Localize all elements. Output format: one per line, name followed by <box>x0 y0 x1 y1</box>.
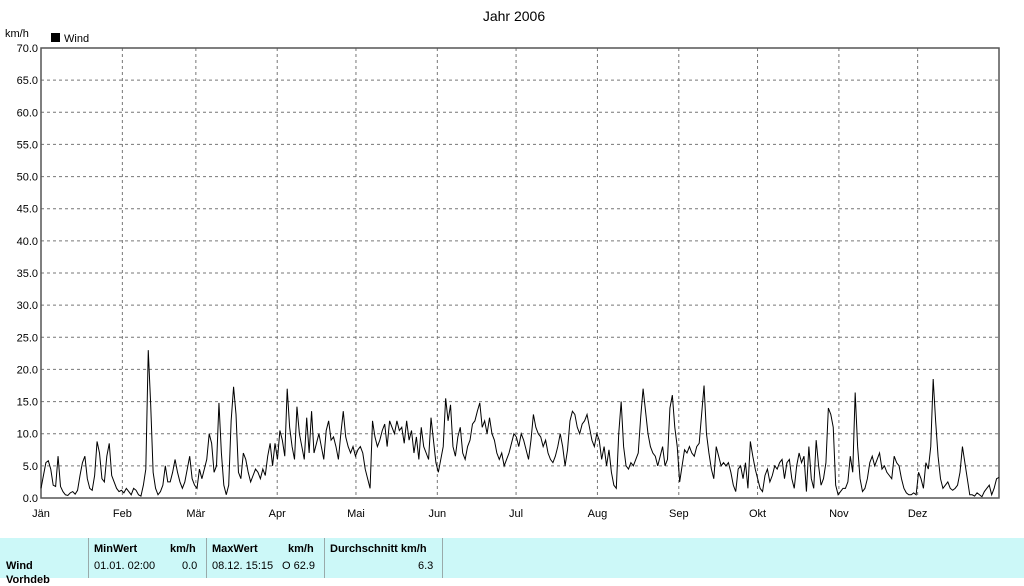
x-tick-label: Mär <box>186 508 205 520</box>
min-header: MinWert <box>94 543 138 555</box>
min-datetime: 01.01. 02:00 <box>94 560 156 572</box>
x-tick-label: Aug <box>588 508 608 520</box>
x-tick-label: Jän <box>32 508 50 520</box>
y-tick-label: 40.0 <box>17 236 38 248</box>
y-tick-label: 70.0 <box>17 43 38 55</box>
legend-label: Wind <box>64 33 89 45</box>
stats-divider <box>88 538 89 578</box>
legend-swatch <box>51 33 60 42</box>
avg-value: 6.3 <box>418 560 434 572</box>
y-tick-label: 20.0 <box>17 364 38 376</box>
stats-divider <box>442 538 443 578</box>
stats-panel: Wind Vorhdeb MinWert km/h 01.01. 02:00 0… <box>0 538 1024 586</box>
x-tick-label: Jul <box>509 508 523 520</box>
stats-row-label-2: Vorhdeb <box>6 574 50 586</box>
y-tick-label: 35.0 <box>17 268 38 280</box>
stats-divider <box>324 538 325 578</box>
y-tick-label: 0.0 <box>23 493 38 505</box>
y-tick-label: 55.0 <box>17 139 38 151</box>
y-tick-label: 50.0 <box>17 172 38 184</box>
max-value: O 62.9 <box>282 560 316 572</box>
min-unit: km/h <box>170 543 196 555</box>
y-tick-label: 60.0 <box>17 107 38 119</box>
wind-chart: Jahr 2006 km/h Wind 0.0 5.0 10.0 15.0 20.0 25… <box>5 8 1000 520</box>
x-tick-label: Nov <box>829 508 849 520</box>
avg-header: Durchschnitt km/h <box>330 543 427 555</box>
y-axis-label: km/h <box>5 28 29 40</box>
x-tick-label: Okt <box>749 508 766 520</box>
stats-divider <box>206 538 207 578</box>
y-tick-label: 30.0 <box>17 300 38 312</box>
x-tick-label: Dez <box>908 508 928 520</box>
min-value: 0.0 <box>182 560 198 572</box>
chart-title: Jahr 2006 <box>483 8 545 24</box>
x-tick-label: Sep <box>669 508 689 520</box>
y-tick-label: 10.0 <box>17 429 38 441</box>
x-tick-label: Feb <box>113 508 132 520</box>
y-tick-label: 15.0 <box>17 397 38 409</box>
plot-frame <box>40 47 1000 499</box>
y-tick-label: 5.0 <box>23 461 38 473</box>
series-line-wind <box>40 350 1000 498</box>
y-tick-label: 65.0 <box>17 75 38 87</box>
y-tick-label: 45.0 <box>17 204 38 216</box>
x-tick-label: Apr <box>269 508 286 520</box>
stats-row-label: Wind <box>6 560 33 572</box>
x-tick-label: Mai <box>347 508 365 520</box>
x-tick-label: Jun <box>428 508 446 520</box>
max-unit: km/h <box>288 543 314 555</box>
y-tick-label: 25.0 <box>17 332 38 344</box>
max-datetime: 08.12. 15:15 <box>212 560 274 572</box>
max-header: MaxWert <box>212 543 258 555</box>
